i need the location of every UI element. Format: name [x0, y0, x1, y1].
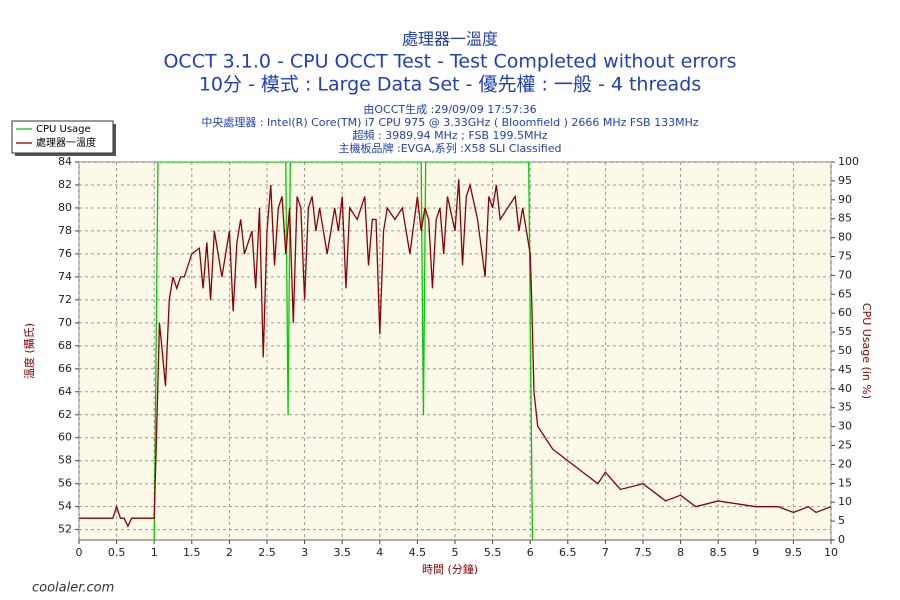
x-tick-label: 7 — [602, 546, 609, 559]
x-tick-label: 4 — [376, 546, 383, 559]
x-tick-label: 6 — [527, 546, 534, 559]
y2-tick-label: 30 — [838, 420, 852, 433]
info-line: 中央處理器 : Intel(R) Core(TM) i7 CPU 975 @ 3… — [201, 115, 699, 129]
x-tick-label: 3 — [301, 546, 308, 559]
y-tick-label: 56 — [58, 477, 72, 490]
y2-tick-label: 20 — [838, 457, 852, 470]
x-tick-label: 7.5 — [634, 546, 652, 559]
y-tick-label: 84 — [58, 155, 72, 168]
data-line — [79, 162, 831, 540]
y-tick-label: 70 — [58, 316, 72, 329]
y-tick-label: 72 — [58, 293, 72, 306]
y2-tick-label: 35 — [838, 401, 852, 414]
y-tick-label: 68 — [58, 339, 72, 352]
y-axis-label: 溫度 (攝氏) — [22, 323, 36, 379]
y2-tick-label: 85 — [838, 212, 852, 225]
x-tick-label: 5.5 — [484, 546, 502, 559]
x-tick-label: 5 — [452, 546, 459, 559]
y2-tick-label: 75 — [838, 250, 852, 263]
y2-tick-label: 100 — [838, 155, 859, 168]
chart-title: 處理器一溫度 — [402, 30, 498, 49]
x-tick-label: 8 — [677, 546, 684, 559]
y-tick-label: 82 — [58, 178, 72, 191]
x-tick-label: 4.5 — [409, 546, 427, 559]
y2-tick-label: 50 — [838, 344, 852, 357]
y-tick-label: 80 — [58, 201, 72, 214]
y2-tick-label: 5 — [838, 514, 845, 527]
x-tick-label: 10 — [824, 546, 838, 559]
y2-tick-label: 10 — [838, 495, 852, 508]
data-line — [79, 179, 831, 528]
chart-subtitle: OCCT 3.1.0 - CPU OCCT Test - Test Comple… — [163, 51, 736, 73]
y2-tick-label: 90 — [838, 193, 852, 206]
x-tick-label: 2.5 — [258, 546, 276, 559]
info-line: 主機板品牌 :EVGA,系列 :X58 SLI Classified — [339, 141, 562, 155]
y-tick-label: 62 — [58, 408, 72, 421]
info-line: 由OCCT生成 :29/09/09 17:57:36 — [363, 102, 536, 116]
y2-tick-label: 55 — [838, 325, 852, 338]
x-tick-label: 6.5 — [559, 546, 577, 559]
x-tick-label: 8.5 — [709, 546, 727, 559]
watermark: coolaler.com — [32, 581, 114, 596]
y2-tick-label: 70 — [838, 268, 852, 281]
y-tick-label: 52 — [58, 523, 72, 536]
y2-axis-label: CPU Usage (in %) — [860, 303, 873, 399]
y2-tick-label: 80 — [838, 231, 852, 244]
x-tick-label: 1.5 — [183, 546, 201, 559]
legend-box — [11, 120, 114, 154]
y2-tick-label: 95 — [838, 174, 852, 187]
x-tick-label: 0.5 — [108, 546, 126, 559]
x-tick-label: 3.5 — [333, 546, 351, 559]
x-tick-label: 9.5 — [785, 546, 803, 559]
y2-tick-label: 15 — [838, 476, 852, 489]
x-tick-label: 9 — [752, 546, 759, 559]
y2-tick-label: 40 — [838, 382, 852, 395]
legend-label: 處理器一溫度 — [36, 136, 96, 149]
x-tick-label: 1 — [151, 546, 158, 559]
x-tick-label: 0 — [76, 546, 83, 559]
y2-tick-label: 25 — [838, 439, 852, 452]
x-axis-label: 時間 (分鐘) — [422, 562, 478, 576]
info-line: 超頻 : 3989.94 MHz ; FSB 199.5MHz — [352, 128, 547, 142]
y-tick-label: 54 — [58, 500, 72, 513]
y-tick-label: 58 — [58, 454, 72, 467]
y-tick-label: 60 — [58, 431, 72, 444]
y2-tick-label: 60 — [838, 306, 852, 319]
x-tick-label: 2 — [226, 546, 233, 559]
y-tick-label: 66 — [58, 362, 72, 375]
legend-label: CPU Usage — [36, 124, 91, 135]
chart-subtitle: 10分 - 模式 : Large Data Set - 優先權 : 一般 - 4… — [199, 74, 701, 96]
y-tick-label: 74 — [58, 270, 72, 283]
y-tick-label: 78 — [58, 224, 72, 237]
y-tick-label: 76 — [58, 247, 72, 260]
y2-tick-label: 0 — [838, 533, 845, 546]
y2-tick-label: 65 — [838, 287, 852, 300]
y-tick-label: 64 — [58, 385, 72, 398]
y2-tick-label: 45 — [838, 363, 852, 376]
